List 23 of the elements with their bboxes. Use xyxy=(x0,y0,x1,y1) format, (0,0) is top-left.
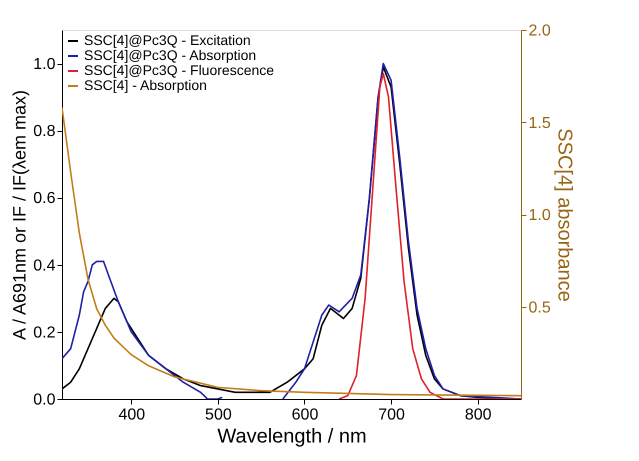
y-tick-label: 0.6 xyxy=(33,190,56,208)
x-tick-label: 700 xyxy=(378,406,406,424)
y2-axis-title: SSC[4] absorbance xyxy=(554,128,576,302)
y-axis-title: A / A691nm or IF / IF(λem max) xyxy=(9,90,30,340)
y2-tick-label: 0.5 xyxy=(528,299,551,316)
x-tick-label: 800 xyxy=(464,406,492,424)
legend-label: SSC[4]@Pc3Q - Fluorescence xyxy=(84,62,274,78)
y-tick-label: 0.2 xyxy=(33,324,56,342)
x-axis-title: Wavelength / nm xyxy=(217,426,367,448)
x-tick-label: 600 xyxy=(292,406,318,424)
line-series xyxy=(338,72,521,399)
y2-tick-label: 2.0 xyxy=(528,22,551,40)
y2-tick-label: 1.0 xyxy=(528,207,551,224)
y-tick-label: 0.4 xyxy=(33,257,56,274)
legend-label: SSC[4]@Pc3Q - Absorption xyxy=(84,47,256,63)
y-tick-label: 0.8 xyxy=(33,123,56,140)
legend-label: SSC[4]@Pc3Q - Excitation xyxy=(84,32,251,48)
y-tick-label: 0.0 xyxy=(33,392,56,408)
x-tick-label: 500 xyxy=(205,406,232,424)
x-tick-label: 400 xyxy=(118,406,146,424)
legend-label: SSC[4] - Absorption xyxy=(84,77,207,93)
y-tick-label: 1.0 xyxy=(33,56,56,74)
y2-tick-label: 1.5 xyxy=(528,114,551,132)
